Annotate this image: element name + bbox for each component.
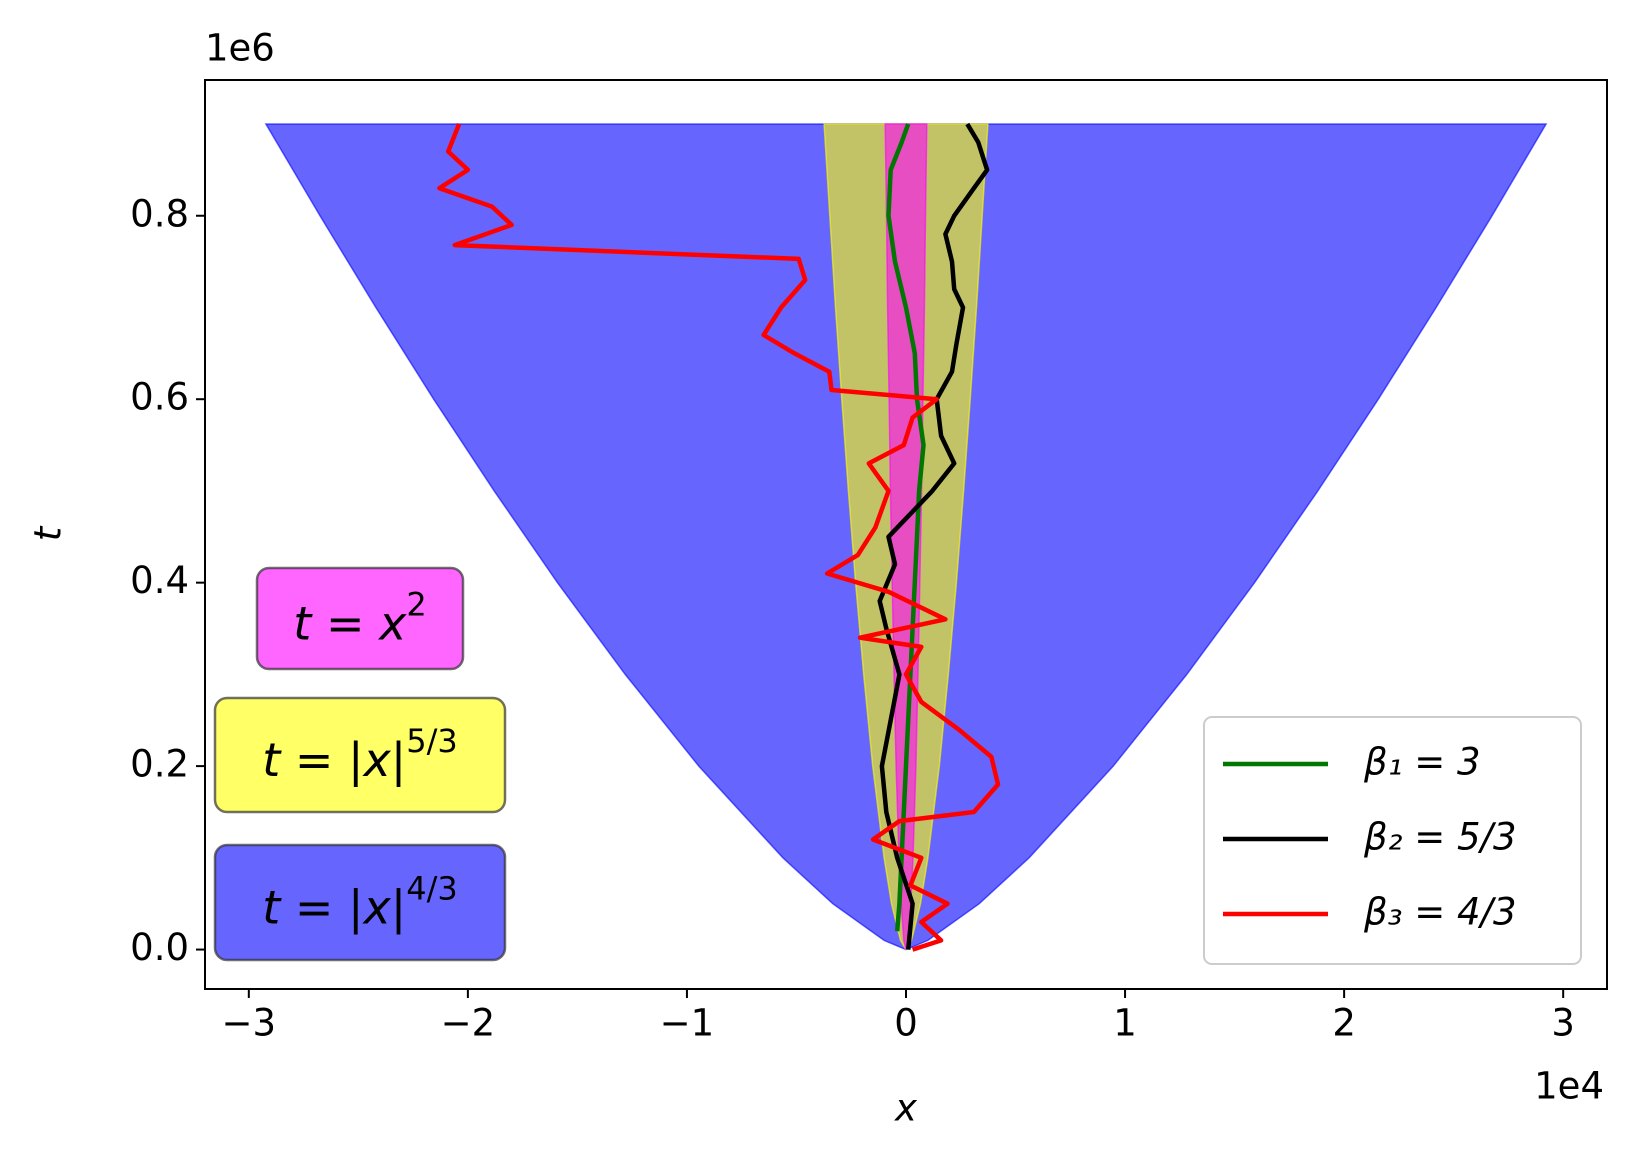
series-line [437,123,1001,952]
region-annotation: t = |x|4/3 [213,843,507,962]
y-tick-label: 0.6 [130,376,189,419]
annotation-exponent: 5/3 [406,722,458,760]
y-tick-label: 0.8 [130,192,189,235]
y-tick-label: 0.4 [130,559,189,602]
x-axis-label: x [894,1087,918,1130]
annotation-text: t = x2 [293,586,426,651]
x-offset-label: 1e4 [1534,1065,1604,1108]
annotation-base: t = x [293,596,407,650]
y-offset-label: 1e6 [205,27,275,70]
annotation-base: t = |x| [262,733,406,788]
legend-box [1203,716,1582,965]
series-line [877,122,990,950]
annotation-exponent: 2 [406,586,426,624]
x-tick-label: 0 [894,1002,918,1045]
annotation-box [255,566,465,671]
annotation-exponent: 4/3 [406,870,458,908]
x-tick-label: −1 [660,1002,715,1045]
x-tick-label: 2 [1332,1002,1356,1045]
axes: −3 −2 −1 0 1 2 30.00.20.40.60.8t = x2t = |x|5/… [130,79,1608,1045]
annotation-text: t = |x|5/3 [262,722,458,788]
legend-label: β₁ = 3 [1363,741,1481,784]
legend: β₁ = 3 β₂ = 5/3 β₃ = 4/3 [1203,716,1582,965]
lines [437,122,1001,952]
annotation-box [213,843,507,962]
legend-label: β₃ = 4/3 [1363,891,1517,934]
x-tick-label: −2 [441,1002,496,1045]
series-line [886,123,926,932]
region-annotation: t = |x|5/3 [213,696,507,814]
annotation-base: t = |x| [262,880,406,935]
x-tick-label: 3 [1551,1002,1575,1045]
y-tick-label: 0.0 [130,926,189,969]
annotation-text: t = |x|4/3 [262,870,458,936]
x-tick-label: 1 [1113,1002,1137,1045]
legend-label: β₂ = 5/3 [1363,816,1517,859]
y-tick-label: 0.2 [130,743,189,786]
regions [264,123,1548,952]
y-axis-label: t [27,525,70,541]
region-annotation: t = x2 [255,566,465,671]
annotation-box [213,696,507,814]
x-tick-label: −3 [222,1002,277,1045]
